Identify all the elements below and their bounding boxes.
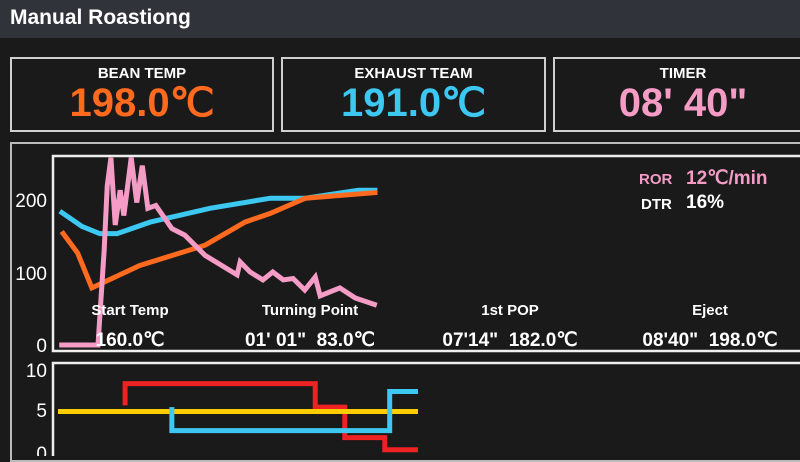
event-eject: Eject 08'40" 198.0℃ <box>625 302 795 352</box>
title-bar: Manual Roastiong <box>0 0 800 38</box>
bean-temp-label: BEAN TEMP <box>97 65 187 82</box>
event-name: Eject <box>692 302 728 319</box>
series-line-1 <box>59 189 378 292</box>
y-tick-label: 0 <box>36 444 47 456</box>
control-chart-frame <box>51 361 800 456</box>
exhaust-temp-panel: EXHAUST TEAM 191.0℃ <box>281 57 546 132</box>
timer-label: TIMER <box>659 65 707 82</box>
series-line-2 <box>169 388 418 434</box>
timer-value: 08' 40" <box>618 81 748 125</box>
app-title: Manual Roastiong <box>10 6 191 29</box>
exhaust-temp-value: 191.0℃ <box>340 81 487 125</box>
event-value: 01' 01" 83.0℃ <box>245 330 375 351</box>
event-name: Start Temp <box>91 302 169 319</box>
bean-temp-value: 198.0℃ <box>69 81 215 125</box>
event-start-temp: Start Temp 160.0℃ <box>70 302 190 352</box>
event-name: Turning Point <box>261 302 359 319</box>
y-tick-label: 200 <box>15 191 47 212</box>
y-tick-label: 5 <box>36 401 47 422</box>
series-line-2 <box>59 157 378 348</box>
dtr-label: DTR <box>641 196 672 213</box>
event-value: 08'40" 198.0℃ <box>642 330 778 351</box>
event-turning-point: Turning Point 01' 01" 83.0℃ <box>230 302 390 352</box>
event-value: 160.0℃ <box>95 330 165 351</box>
event-first-pop: 1st POP 07'14" 182.0℃ <box>430 302 590 352</box>
temp-chart-frame <box>51 154 800 353</box>
ror-value: 12℃/min <box>686 168 768 189</box>
dtr-value: 16% <box>686 192 725 213</box>
event-value: 07'14" 182.0℃ <box>442 330 578 351</box>
ror-label: ROR <box>639 171 673 188</box>
y-tick-label: 10 <box>26 361 47 382</box>
bean-temp-panel: BEAN TEMP 198.0℃ <box>10 57 274 132</box>
exhaust-temp-label: EXHAUST TEAM <box>354 65 473 82</box>
y-tick-label: 100 <box>15 264 47 285</box>
y-tick-label: 0 <box>36 336 47 357</box>
event-name: 1st POP <box>481 302 539 319</box>
timer-panel: TIMER 08' 40" <box>553 57 800 132</box>
series-line-0 <box>122 381 418 453</box>
